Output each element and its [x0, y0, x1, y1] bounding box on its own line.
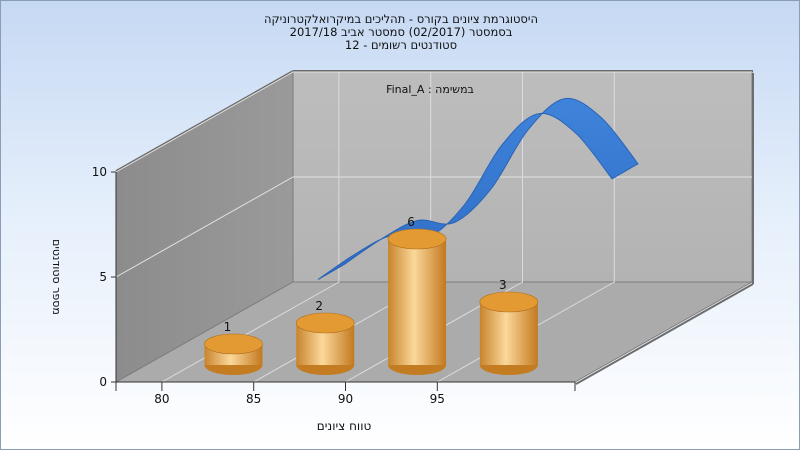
- bar-value-label: 3: [499, 278, 507, 292]
- bar-95-100: 3: [479, 278, 539, 375]
- y-tick-label-10: 10: [92, 165, 107, 179]
- bar-value-label: 1: [224, 320, 232, 334]
- bar-top: [295, 312, 355, 334]
- bar-90-95: 6: [387, 215, 447, 375]
- floor-edge: [575, 283, 754, 385]
- bar-value-label: 2: [315, 299, 323, 313]
- bar-value-label: 6: [407, 215, 415, 229]
- left-wall-top-edge: [115, 70, 294, 172]
- bar-top: [204, 333, 263, 355]
- bar-80-85: 1: [204, 320, 263, 375]
- chart-title-line-1: היסטוגרמת ציונים בקורס - תהליכים במיקרוא…: [264, 12, 538, 26]
- gridline-y-5: [115, 176, 752, 278]
- chart-title-line-2: בסמסטר (02/2017) סמסטר אביב 2017/18: [289, 25, 513, 39]
- bars: 1 2 6 3: [204, 215, 539, 375]
- chart-title-line-3: סטודנטים רשומים - 12: [344, 38, 458, 52]
- bar-body: [479, 302, 538, 365]
- annotation-label: Final_A : במשימה: [386, 83, 474, 96]
- x-tick-label-85: 85: [246, 392, 261, 406]
- bar-body: [388, 239, 447, 365]
- bar-top: [479, 291, 539, 313]
- x-tick-label-80: 80: [154, 392, 169, 406]
- bar-top: [387, 228, 447, 250]
- axes: 0 5 10 80 85 90 95: [92, 165, 576, 406]
- y-axis-label: מספר סטודנטים: [50, 239, 63, 315]
- x-tick-label-90: 90: [338, 392, 353, 406]
- x-axis-label: טווח ציונים: [317, 419, 372, 433]
- x-tick-label-95: 95: [430, 392, 445, 406]
- y-tick-label-5: 5: [99, 270, 107, 284]
- y-tick-label-0: 0: [99, 375, 107, 389]
- gridline-y-10: [115, 71, 752, 173]
- bar-85-90: 2: [295, 299, 355, 375]
